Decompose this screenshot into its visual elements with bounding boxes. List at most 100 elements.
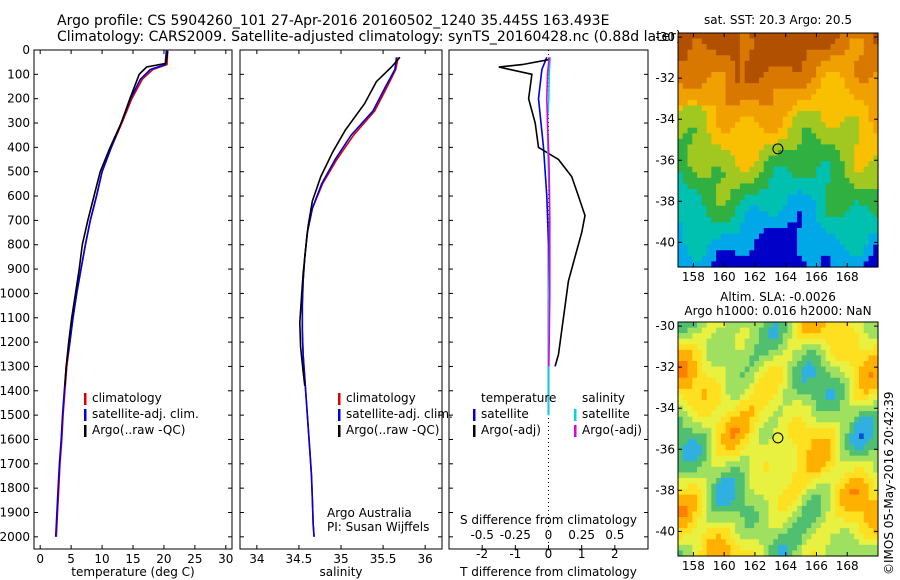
heatmap-cell [687,189,693,196]
heatmap-cell [711,55,717,62]
heatmap-cell [839,172,846,179]
heatmap-cell [858,377,865,384]
heatmap-cell [763,233,770,240]
heatmap-cell [844,216,851,224]
heatmap-cell [692,44,698,51]
heatmap-cell [687,244,693,251]
heatmap-cell [835,355,841,362]
heatmap-cell [816,77,822,84]
heatmap-cell [687,455,693,462]
heatmap-cell [692,211,698,218]
heatmap-cell [806,261,812,268]
heatmap-cell [768,239,774,246]
heatmap-cell [839,377,846,384]
heatmap-cell [787,433,793,440]
heatmap-cell [735,372,741,379]
heatmap-cell [749,228,755,235]
heatmap-cell [835,405,841,412]
heatmap-cell [868,483,874,490]
heatmap-cell [744,361,751,368]
heatmap-cell [873,177,879,185]
heatmap-cell [701,261,708,268]
heatmap-cell [849,349,855,357]
heatmap-cell [797,144,803,151]
heatmap-cell [797,539,803,546]
heatmap-cell [749,189,755,196]
heatmap-cell [778,327,784,334]
heatmap-cell [792,211,798,218]
heatmap-cell [778,444,784,451]
heatmap-cell [697,116,703,123]
heatmap-cell [711,122,717,129]
heatmap-cell [697,150,703,157]
heatmap-cell [754,322,760,329]
heatmap-cell [801,44,808,51]
heatmap-cell [797,183,803,190]
heatmap-cell [735,344,741,351]
heatmap-cell [711,494,717,501]
heatmap-cell [778,500,784,507]
heatmap-cell [854,349,860,357]
heatmap-cell [749,433,755,440]
heatmap-cell [849,439,855,446]
heatmap-cell [739,511,746,518]
heatmap-cell [787,349,793,357]
heatmap-cell [849,66,855,73]
x-tick-label-salinity: -0.5 [470,528,493,542]
heatmap-cell [816,255,822,263]
heatmap-cell [839,194,846,201]
heatmap-cell [758,144,765,151]
heatmap-cell [711,155,717,162]
legend-swatch [574,409,577,421]
heatmap-cell [858,461,865,468]
heatmap-cell [873,544,879,552]
heatmap-cell [678,44,684,51]
heatmap-cell [854,72,860,79]
heatmap-cell [739,528,746,535]
heatmap-cell [711,244,717,251]
heatmap-cell [739,133,746,140]
heatmap-cell [792,411,798,418]
heatmap-cell [811,138,817,146]
heatmap-cell [849,478,855,485]
heatmap-cell [820,349,827,357]
heatmap-cell [692,255,698,263]
heatmap-cell [820,483,827,490]
heatmap-cell [873,200,879,207]
heatmap-cell [706,194,712,201]
heatmap-cell [787,377,793,384]
heatmap-cell [868,478,874,485]
heatmap-cell [801,528,808,535]
heatmap-cell [758,533,765,540]
heatmap-cell [720,400,727,407]
heatmap-cell [697,455,703,462]
heatmap-cell [682,483,689,490]
heatmap-cell [844,172,851,179]
heatmap-cell [782,394,789,401]
legend-swatch [473,409,476,421]
heatmap-cell [739,472,746,479]
heatmap-cell [711,44,717,51]
heatmap-cell [720,550,727,557]
heatmap-cell [835,478,841,485]
heatmap-cell [763,366,770,373]
heatmap-cell [858,205,865,212]
heatmap-cell [749,144,755,151]
heatmap-cell [697,155,703,162]
heatmap-cell [744,222,751,229]
heatmap-cell [692,177,698,185]
heatmap-cell [687,349,693,357]
heatmap-cell [730,194,736,201]
heatmap-cell [778,194,784,201]
heatmap-cell [735,55,741,62]
heatmap-cell [720,127,727,134]
heatmap-cell [711,461,717,468]
heatmap-cell [797,544,803,552]
heatmap-cell [839,511,846,518]
heatmap-cell [706,261,712,268]
heatmap-cell [811,60,817,68]
heatmap-cell [701,155,708,162]
heatmap-cell [830,539,836,546]
heatmap-cell [816,155,822,162]
heatmap-cell [678,222,684,229]
